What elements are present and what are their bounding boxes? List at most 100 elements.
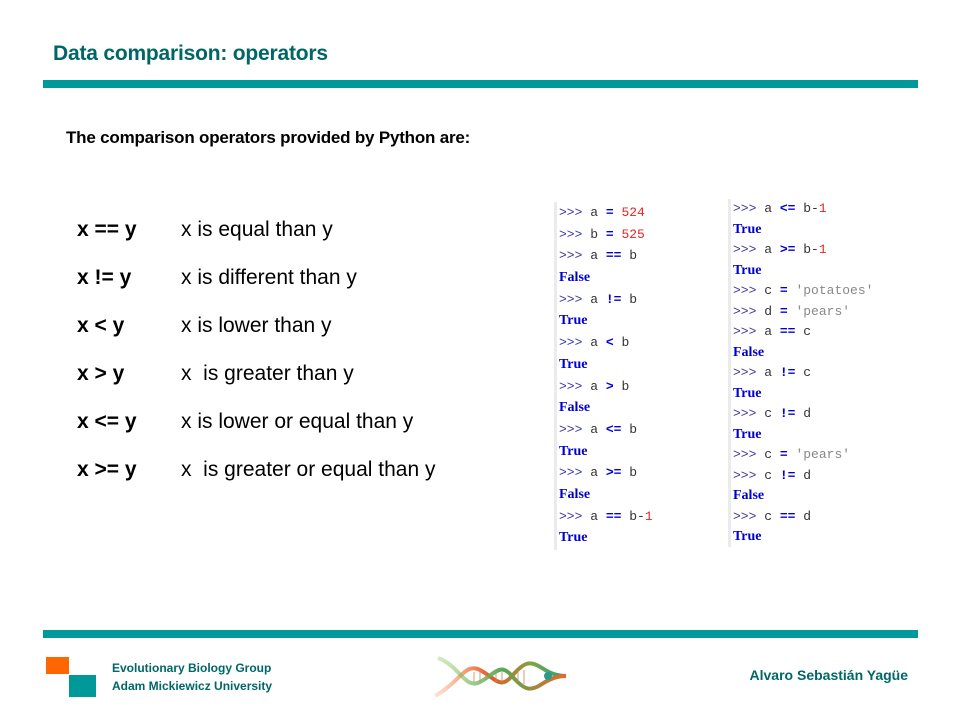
operator-row: x != y x is different than y [77, 266, 435, 314]
operator-row: x == y x is equal than y [77, 218, 435, 266]
console-token: b [613, 335, 630, 351]
footer-divider [43, 630, 918, 638]
console-prompt: >>> [559, 226, 591, 242]
operator-description: x is lower or equal than y [181, 410, 414, 433]
console-token: d [795, 406, 812, 421]
console-token: a [764, 365, 780, 380]
operator-code: x != y [77, 266, 132, 289]
console-token: a [590, 205, 606, 220]
console-output: False [559, 486, 591, 502]
console-token: c [764, 283, 780, 298]
console-output-line: False [559, 484, 653, 506]
operator-list: x == y x is equal than y x != y x is dif… [77, 218, 435, 506]
console-input-line: >>> a == b-1 [559, 506, 653, 528]
console-token: a [764, 242, 780, 257]
console-prompt: >>> [559, 508, 591, 524]
console-token: a [590, 378, 606, 394]
console-input-line: >>> a != c [733, 363, 873, 384]
operator-description: x is different than y [181, 266, 357, 289]
console-token: c [795, 324, 812, 339]
dna-fish-logo-icon [434, 656, 567, 698]
console-token: a [590, 335, 606, 351]
console-token: 1 [644, 508, 653, 524]
console-input-line: >>> a != b [559, 289, 653, 311]
author-name: Alvaro Sebastián Yagüe [749, 667, 908, 683]
console-input-line: >>> a < b [559, 332, 653, 354]
console-token: b- [795, 242, 819, 257]
console-token: b [590, 226, 606, 242]
organization: Evolutionary Biology Group Adam Mickiewi… [112, 659, 272, 695]
console-output: True [559, 356, 588, 372]
console-output: True [733, 221, 762, 237]
console-prompt: >>> [733, 201, 765, 216]
console-input-line: >>> c != d [733, 466, 873, 487]
org-university-name: Adam Mickiewicz University [112, 679, 273, 693]
console-input-line: >>> c != d [733, 404, 873, 425]
teal-square-logo [69, 675, 96, 697]
console-input-line: >>> c = 'potatoes' [733, 281, 873, 302]
console-token: != [779, 365, 796, 380]
console-token: <= [605, 421, 622, 437]
console-token: == [779, 324, 796, 339]
console-output-line: True [733, 527, 873, 548]
console-output-line: True [559, 310, 653, 332]
console-input-line: >>> a == b [559, 245, 653, 267]
operator-description: x is equal than y [181, 218, 333, 241]
console-prompt: >>> [733, 406, 765, 421]
console-token: a [764, 324, 780, 339]
console-token: a [590, 291, 606, 307]
console-token: b [621, 291, 638, 307]
console-output-line: False [559, 267, 653, 289]
console-token: a [590, 508, 606, 524]
operator-code: x > y [77, 362, 125, 385]
console-output: False [733, 344, 765, 360]
console-prompt: >>> [559, 465, 591, 481]
console-output: False [559, 400, 591, 416]
console-prompt: >>> [733, 467, 765, 483]
console-token: a [590, 465, 606, 481]
console-input-line: >>> a >= b-1 [733, 240, 873, 261]
console-prompt: >>> [559, 291, 591, 307]
console-token: != [605, 291, 622, 307]
console-token: >= [605, 465, 622, 481]
console-token: = [605, 226, 614, 242]
console-token: c [764, 467, 780, 483]
console-token: a [590, 421, 606, 437]
console-output-line: False [733, 486, 873, 507]
console-token: c [764, 508, 780, 524]
console-input-line: >>> d = 'pears' [733, 302, 873, 323]
console-token: = [779, 303, 788, 319]
console-token: == [605, 508, 622, 524]
console-prompt: >>> [733, 324, 765, 339]
console-output: False [559, 270, 591, 286]
console-prompt: >>> [733, 447, 765, 462]
console-output: True [733, 262, 762, 278]
console-output-line: True [733, 220, 873, 241]
console-token: 524 [613, 205, 645, 220]
console-token: b- [795, 201, 819, 216]
console-prompt: >>> [559, 248, 591, 264]
console-token: = [605, 205, 614, 220]
operator-code: x <= y [77, 410, 137, 433]
console-output-line: True [559, 527, 653, 549]
console-token: b- [621, 508, 645, 524]
python-console-left: >>> a = 524 >>> b = 525 >>> a == b False >>>… [554, 202, 653, 550]
console-token: == [779, 508, 796, 524]
console-token: 'pears' [787, 303, 851, 319]
console-prompt: >>> [559, 205, 591, 220]
orange-square-logo [46, 657, 69, 674]
console-token: b [621, 465, 638, 481]
operator-row: x >= y x is greater or equal than y [77, 458, 435, 506]
console-output: True [733, 385, 762, 401]
operator-row: x > y x is greater than y [77, 362, 435, 410]
console-token: b [613, 378, 630, 394]
console-output-line: True [559, 354, 653, 376]
operator-row: x < y x is lower than y [77, 314, 435, 362]
console-token: d [795, 467, 812, 483]
console-token: 525 [613, 226, 645, 242]
console-token: a [590, 248, 606, 264]
console-input-line: >>> a == c [733, 322, 873, 343]
console-token: c [795, 365, 812, 380]
console-input-line: >>> a = 524 [559, 202, 653, 224]
console-token: c [764, 447, 780, 462]
